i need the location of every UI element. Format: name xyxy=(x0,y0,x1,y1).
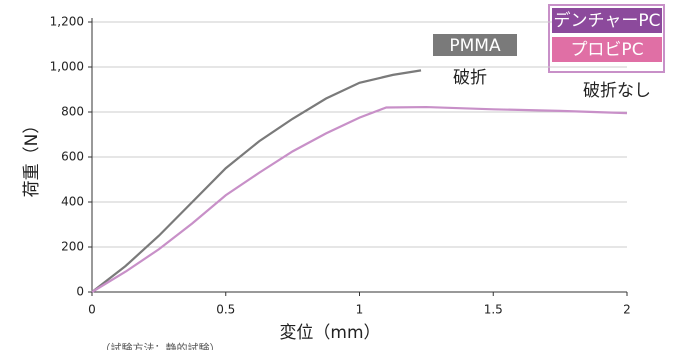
pmma-label: PMMA xyxy=(449,36,501,56)
y-tick-label: 1,000 xyxy=(50,60,84,74)
pmma-tag xyxy=(433,34,517,56)
note: （試験方法：静的試験） xyxy=(100,341,221,350)
x-tick-label: 1.5 xyxy=(484,303,503,317)
annotation: 破折なし xyxy=(583,81,651,101)
annotation: 破折 xyxy=(453,68,487,88)
x-tick-label: 1 xyxy=(356,303,364,317)
series-line xyxy=(91,69,422,293)
y-tick-label: 200 xyxy=(61,240,84,254)
legend-label: プロビPC xyxy=(570,40,643,60)
y-tick-label: 600 xyxy=(61,150,84,164)
legend-swatch xyxy=(552,37,662,62)
x-axis-label: 変位（mm） xyxy=(279,323,380,343)
legend-swatch xyxy=(552,8,662,33)
legend-label: デンチャーPC xyxy=(554,10,661,31)
x-tick-label: 2 xyxy=(623,303,631,317)
y-tick-label: 800 xyxy=(61,105,84,119)
y-tick-label: 0 xyxy=(76,285,84,299)
y-axis-label: 荷重（N） xyxy=(22,117,42,198)
y-tick-label: 1,200 xyxy=(50,15,84,29)
x-tick-label: 0 xyxy=(88,303,96,317)
y-tick-label: 400 xyxy=(61,195,84,209)
x-tick-label: 0.5 xyxy=(216,303,235,317)
series-line xyxy=(91,105,628,293)
